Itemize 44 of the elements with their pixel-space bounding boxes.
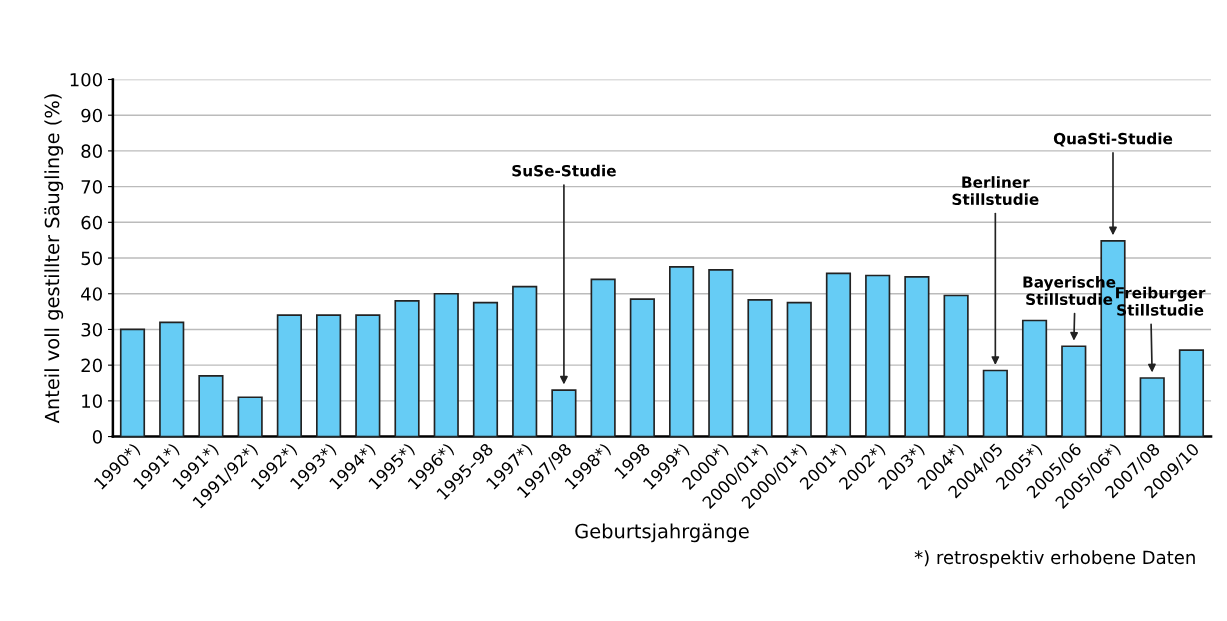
y-tick-label: 70 (81, 180, 102, 194)
bar (119, 328, 146, 437)
bar (590, 278, 616, 437)
bar (904, 276, 930, 437)
bar (472, 301, 499, 437)
y-tick-label: 60 (81, 215, 102, 230)
bar (551, 389, 577, 437)
bar (1021, 319, 1048, 437)
bar (708, 268, 734, 437)
bar (786, 301, 812, 437)
bar (825, 272, 852, 437)
y-tick-label: 30 (81, 322, 102, 337)
y-tick-label: 100 (70, 72, 102, 87)
y-tick-label: 80 (81, 144, 102, 159)
bar (865, 274, 891, 437)
y-tick-label: 10 (82, 394, 102, 408)
annotation: SuSe-Studie (512, 164, 616, 177)
bar (394, 300, 420, 437)
bar (355, 314, 381, 437)
bar (747, 298, 773, 437)
y-tick-label: 40 (81, 287, 102, 301)
y-tick-label: 50 (81, 251, 102, 266)
y-tick-label: 0 (92, 430, 102, 444)
bar (276, 314, 302, 437)
annotation: QuaSti-Studie (1053, 132, 1173, 147)
bar (315, 314, 342, 437)
bar (943, 294, 969, 437)
y-tick-label: 90 (81, 108, 102, 123)
annotation: Berliner Stillstudie (952, 176, 1039, 206)
bar (1178, 349, 1205, 437)
bar (198, 375, 224, 437)
bar (1139, 377, 1165, 437)
bar (982, 369, 1008, 437)
text: *) retrospektiv erhobene Daten (914, 550, 1195, 568)
bar (433, 292, 459, 437)
y-tick-label: 20 (81, 358, 102, 373)
bar (629, 298, 655, 437)
bar (512, 285, 538, 437)
x-axis-title: Geburtsjahrgänge (575, 523, 749, 543)
bar (1061, 345, 1087, 437)
y-axis-title: Anteil voll gestillter Säuglinge (%) (44, 94, 64, 424)
bar (159, 321, 185, 437)
bar (668, 266, 695, 437)
bar (237, 396, 263, 437)
